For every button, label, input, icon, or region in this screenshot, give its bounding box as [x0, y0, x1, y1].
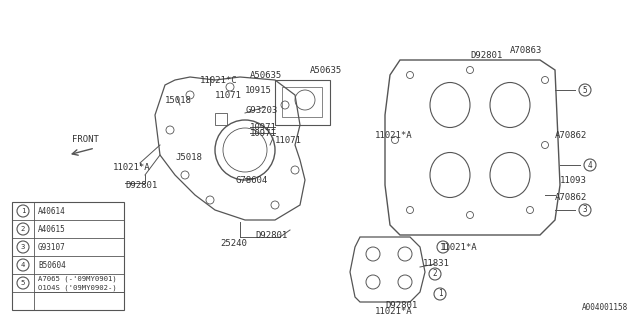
Text: G93107: G93107 — [38, 243, 66, 252]
Text: 3: 3 — [21, 244, 25, 250]
Text: A70862: A70862 — [555, 193, 588, 202]
Text: A70863: A70863 — [510, 45, 542, 54]
Text: G78604: G78604 — [235, 175, 268, 185]
Text: D92801: D92801 — [125, 180, 157, 189]
Text: 5: 5 — [21, 280, 25, 286]
Text: 2: 2 — [433, 269, 437, 278]
Bar — [275, 80, 330, 125]
Text: 11071: 11071 — [215, 91, 242, 100]
Text: 11021*A: 11021*A — [113, 163, 150, 172]
Text: 11021*A: 11021*A — [375, 131, 413, 140]
Text: 15018: 15018 — [165, 95, 192, 105]
Text: 1: 1 — [438, 290, 442, 299]
Text: 11021*A: 11021*A — [375, 308, 413, 316]
Text: 5: 5 — [582, 85, 588, 94]
Text: G93203: G93203 — [245, 106, 277, 115]
Text: 11071: 11071 — [275, 135, 302, 145]
Text: 2: 2 — [21, 226, 25, 232]
Text: 4: 4 — [21, 262, 25, 268]
Text: 25240: 25240 — [220, 238, 247, 247]
Text: B50604: B50604 — [38, 260, 66, 269]
Text: A40614: A40614 — [38, 206, 66, 215]
Text: J5018: J5018 — [175, 153, 202, 162]
Text: 3: 3 — [582, 205, 588, 214]
Text: 1: 1 — [21, 208, 25, 214]
Text: D92801: D92801 — [385, 300, 417, 309]
Text: 10915: 10915 — [245, 85, 272, 94]
Text: 11021*C: 11021*C — [200, 76, 237, 84]
Text: O1O4S ('09MY0902-): O1O4S ('09MY0902-) — [38, 284, 116, 291]
Text: D92801: D92801 — [255, 230, 287, 239]
Text: A7065 (-'09MY0901): A7065 (-'09MY0901) — [38, 275, 116, 282]
Text: 11021*A: 11021*A — [440, 243, 477, 252]
Text: 10971: 10971 — [250, 129, 277, 138]
Text: A70862: A70862 — [555, 131, 588, 140]
Bar — [12, 202, 124, 310]
Text: 11093: 11093 — [560, 175, 587, 185]
Text: A50635: A50635 — [310, 66, 342, 75]
Text: 1: 1 — [441, 243, 445, 252]
Text: FRONT: FRONT — [72, 135, 99, 144]
Text: A50635: A50635 — [250, 70, 282, 79]
Text: A40615: A40615 — [38, 225, 66, 234]
Text: 10971: 10971 — [250, 123, 277, 132]
Bar — [215, 113, 227, 125]
Text: 4: 4 — [588, 161, 592, 170]
Text: 11831: 11831 — [423, 260, 450, 268]
Text: A004001158: A004001158 — [582, 303, 628, 312]
Bar — [282, 87, 322, 117]
Text: D92801: D92801 — [470, 51, 502, 60]
